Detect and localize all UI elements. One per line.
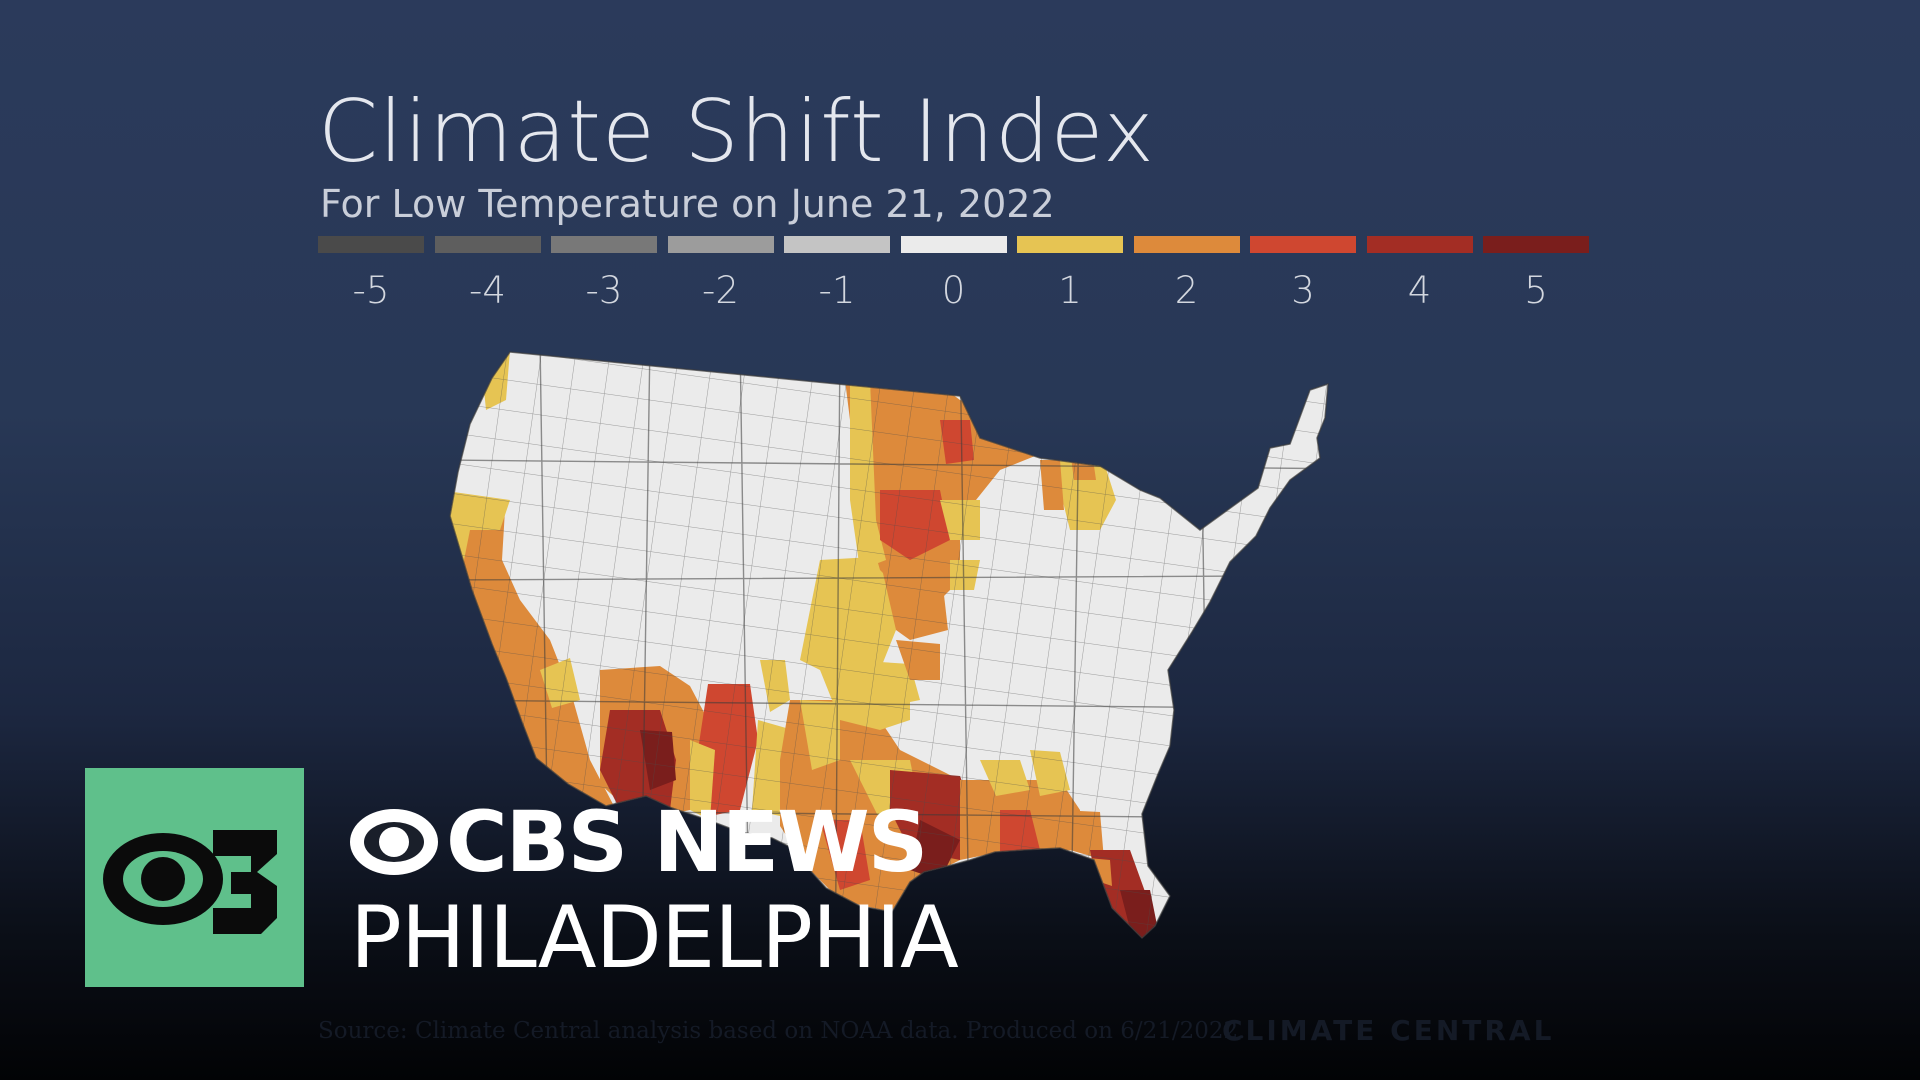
legend-item: -5: [318, 236, 424, 312]
legend-swatch: [667, 236, 774, 253]
legend-swatch: [318, 236, 424, 253]
legend-swatch: [900, 236, 1007, 253]
legend-item: -1: [784, 236, 890, 312]
legend-label: 3: [1291, 269, 1315, 312]
legend-item: 1: [1017, 236, 1123, 312]
legend-swatch: [784, 236, 890, 253]
network-name: CBS NEWS: [446, 793, 928, 891]
legend-item: 4: [1366, 236, 1473, 312]
climate-central-logo: CLIMATE CENTRAL: [1222, 1014, 1555, 1047]
legend-label: 5: [1524, 269, 1548, 312]
legend-swatch: [551, 236, 657, 253]
graphic-title: Climate Shift Index: [318, 82, 1155, 182]
color-legend: -5 -4 -3 -2 -1 0 1 2 3 4 5: [318, 236, 1592, 312]
legend-label: 2: [1174, 269, 1199, 312]
legend-swatch: [1366, 236, 1473, 253]
legend-swatch: [434, 236, 541, 253]
station-city: PHILADELPHIA: [350, 888, 959, 988]
legend-swatch: [1133, 236, 1240, 253]
legend-item: 5: [1483, 236, 1589, 312]
legend-swatch: [1250, 236, 1356, 253]
legend-item: 3: [1250, 236, 1356, 312]
legend-label: -1: [818, 269, 856, 312]
graphic-subtitle: For Low Temperature on June 21, 2022: [320, 182, 1055, 226]
legend-swatch: [1483, 236, 1589, 253]
legend-item: 0: [900, 236, 1007, 312]
legend-label: -3: [585, 269, 623, 312]
legend-label: -4: [469, 269, 506, 312]
legend-label: 1: [1058, 269, 1082, 312]
legend-label: -2: [702, 269, 739, 312]
us-map: [440, 340, 1470, 1000]
legend-item: -3: [551, 236, 657, 312]
legend-swatch: [1017, 236, 1123, 253]
legend-label: 0: [941, 269, 966, 312]
legend-item: -2: [667, 236, 774, 312]
legend-label: 4: [1407, 269, 1432, 312]
network-logo: CBS NEWS: [348, 792, 928, 892]
legend-item: -4: [434, 236, 541, 312]
cbs-eye-3-icon: [85, 768, 304, 987]
legend-item: 2: [1133, 236, 1240, 312]
cbs-eye-icon: [350, 809, 438, 875]
source-note: Source: Climate Central analysis based o…: [318, 1018, 1246, 1044]
legend-label: -5: [352, 269, 390, 312]
